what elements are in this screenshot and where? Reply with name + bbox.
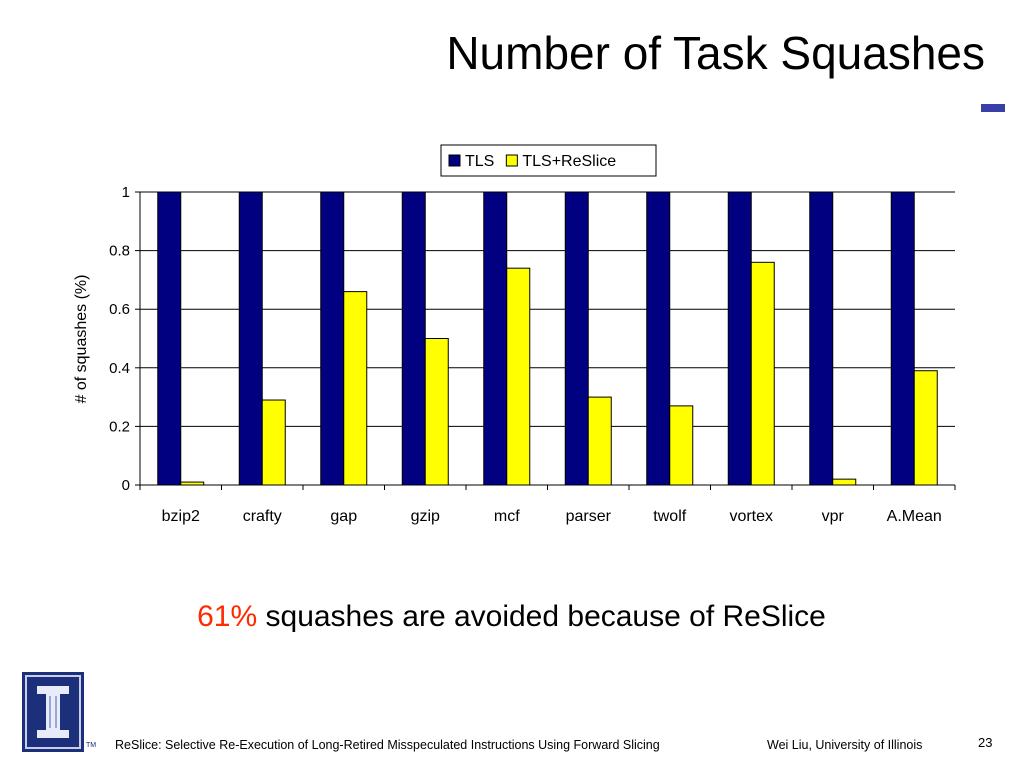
y-axis-label: # of squashes (%) bbox=[73, 275, 90, 404]
x-tick-label: twolf bbox=[653, 508, 686, 525]
x-tick-label: mcf bbox=[494, 508, 520, 525]
bar-tls-reslice-gzip bbox=[424, 338, 449, 486]
bar-tls-reslice-twolf bbox=[669, 405, 694, 486]
y-tick-label: 0.4 bbox=[109, 360, 130, 377]
footer-author: Wei Liu, University of Illinois bbox=[767, 738, 923, 752]
bar-tls-reslice-a-mean bbox=[913, 370, 938, 486]
legend-label: TLS bbox=[465, 153, 494, 170]
bar-tls-reslice-gap bbox=[343, 291, 368, 486]
x-tick-label: gzip bbox=[411, 508, 440, 525]
x-tick-label: parser bbox=[566, 508, 612, 525]
legend-swatch bbox=[448, 154, 461, 167]
bar-tls-reslice-vpr bbox=[832, 478, 857, 486]
x-tick-label: bzip2 bbox=[162, 508, 200, 525]
title-accent-rule bbox=[981, 104, 1005, 112]
bar-tls-reslice-crafty bbox=[261, 399, 286, 486]
footer-title: ReSlice: Selective Re-Execution of Long-… bbox=[115, 738, 660, 752]
bar-tls-parser bbox=[564, 191, 589, 486]
bar-tls-vpr bbox=[809, 191, 834, 486]
university-logo-icon bbox=[22, 672, 84, 752]
bar-tls-reslice-vortex bbox=[750, 261, 775, 486]
x-tick-label: vortex bbox=[729, 508, 773, 525]
page-number: 23 bbox=[978, 735, 993, 750]
chart-bars bbox=[157, 191, 938, 486]
y-tick-label: 1 bbox=[122, 184, 130, 201]
slide-title: Number of Task Squashes bbox=[446, 27, 985, 79]
x-tick-label: crafty bbox=[243, 508, 282, 525]
chart-axes bbox=[135, 191, 956, 490]
caption-text: squashes are avoided because of ReSlice bbox=[257, 600, 826, 633]
chart-legend: TLS TLS+ReSlice bbox=[440, 144, 657, 177]
bar-tls-gzip bbox=[401, 191, 426, 486]
y-tick-label: 0.8 bbox=[109, 243, 130, 260]
bar-tls-crafty bbox=[238, 191, 263, 486]
bar-tls-a-mean bbox=[890, 191, 915, 486]
chart-tick-labels: 0 0.2 0.4 0.6 0.8 1 bzip2 crafty gap gzip mcf parse… bbox=[109, 184, 942, 525]
legend-box bbox=[440, 144, 657, 177]
bar-tls-mcf bbox=[483, 191, 508, 486]
x-tick-label: A.Mean bbox=[887, 508, 942, 525]
y-tick-label: 0 bbox=[122, 477, 130, 494]
bar-tls-reslice-mcf bbox=[506, 267, 531, 486]
bar-tls-reslice-parser bbox=[587, 396, 612, 486]
caption-highlight: 61% bbox=[197, 600, 258, 633]
x-tick-label: vpr bbox=[822, 508, 845, 525]
x-tick-label: gap bbox=[330, 508, 357, 525]
slide-caption: 61% squashes are avoided because of ReSl… bbox=[0, 600, 1023, 634]
legend-swatch bbox=[505, 154, 518, 167]
bar-tls-gap bbox=[320, 191, 345, 486]
bar-tls-bzip2 bbox=[157, 191, 182, 486]
legend-label: TLS+ReSlice bbox=[522, 153, 616, 170]
bar-chart: 0 0.2 0.4 0.6 0.8 1 bzip2 crafty gap gzip mcf parse… bbox=[73, 144, 956, 525]
bar-tls-twolf bbox=[646, 191, 671, 486]
trademark-mark: TM bbox=[86, 742, 97, 749]
y-tick-label: 0.2 bbox=[109, 418, 130, 435]
bar-tls-vortex bbox=[727, 191, 752, 486]
y-tick-label: 0.6 bbox=[109, 301, 130, 318]
